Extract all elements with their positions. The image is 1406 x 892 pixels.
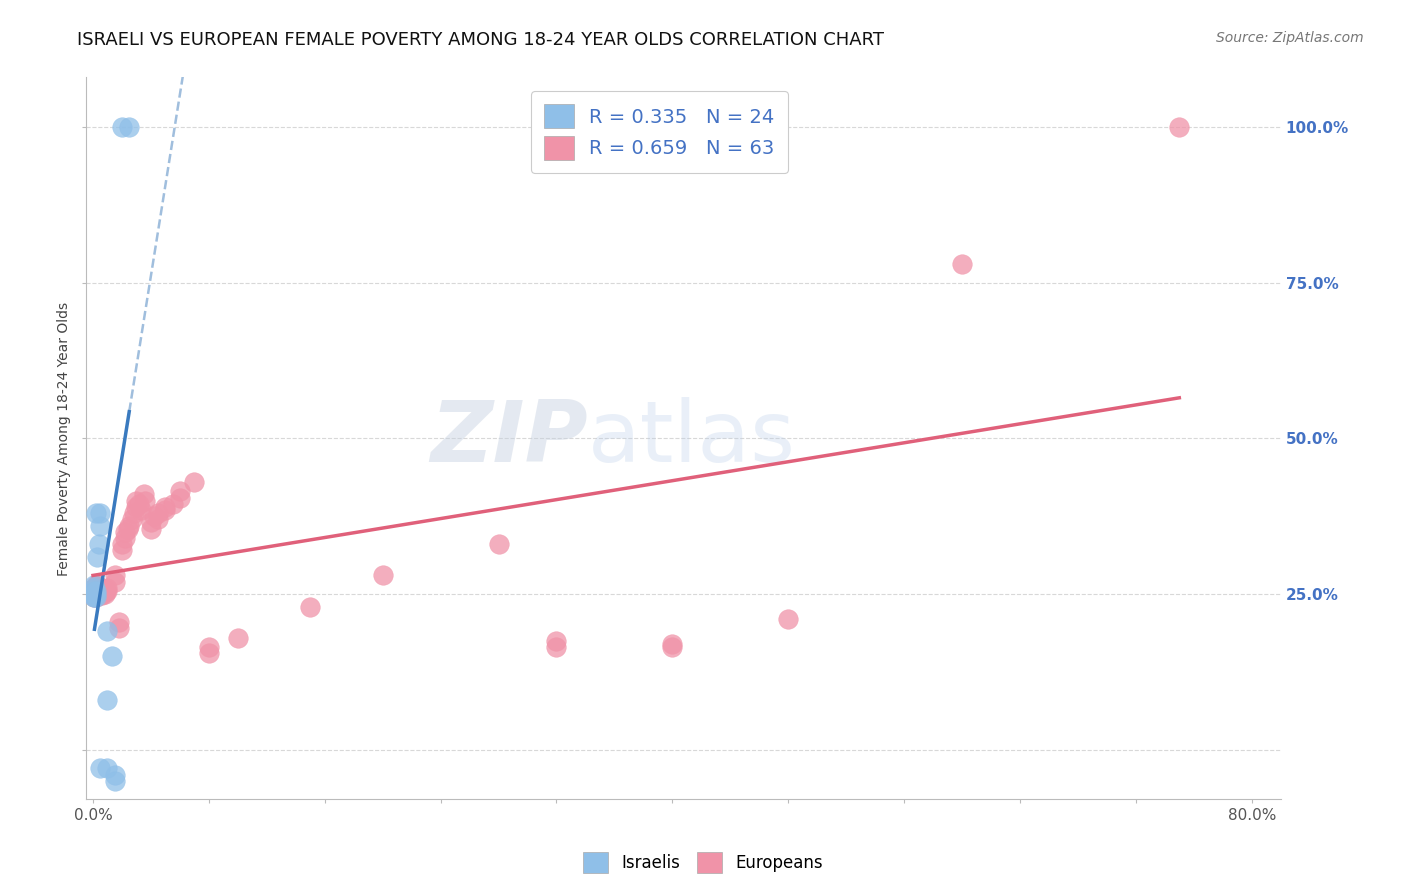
Point xyxy=(118,518,141,533)
Point xyxy=(162,497,184,511)
Legend: R = 0.335   N = 24, R = 0.659   N = 63: R = 0.335 N = 24, R = 0.659 N = 63 xyxy=(530,91,787,173)
Point xyxy=(84,590,107,604)
Point xyxy=(118,120,141,135)
Point xyxy=(86,549,108,564)
Point xyxy=(198,640,221,654)
Text: Source: ZipAtlas.com: Source: ZipAtlas.com xyxy=(1216,31,1364,45)
Point xyxy=(94,583,117,598)
Legend: Israelis, Europeans: Israelis, Europeans xyxy=(576,846,830,880)
Point xyxy=(155,503,177,517)
Point xyxy=(104,574,127,589)
Point xyxy=(114,524,136,539)
Point xyxy=(84,506,107,520)
Point xyxy=(111,543,134,558)
Point xyxy=(86,588,108,602)
Point xyxy=(134,493,156,508)
Point xyxy=(661,637,683,651)
Point xyxy=(125,500,148,514)
Point xyxy=(111,537,134,551)
Point xyxy=(125,493,148,508)
Point xyxy=(93,587,115,601)
Point xyxy=(950,257,973,271)
Point xyxy=(89,506,111,520)
Text: ISRAELI VS EUROPEAN FEMALE POVERTY AMONG 18-24 YEAR OLDS CORRELATION CHART: ISRAELI VS EUROPEAN FEMALE POVERTY AMONG… xyxy=(77,31,884,49)
Point xyxy=(83,578,105,592)
Point xyxy=(96,583,118,598)
Point xyxy=(84,583,107,598)
Point xyxy=(84,583,107,598)
Point xyxy=(371,568,394,582)
Point xyxy=(83,581,105,595)
Point xyxy=(183,475,205,489)
Point xyxy=(89,585,111,599)
Point xyxy=(488,537,510,551)
Y-axis label: Female Poverty Among 18-24 Year Olds: Female Poverty Among 18-24 Year Olds xyxy=(58,301,72,575)
Point xyxy=(132,487,155,501)
Point xyxy=(90,583,112,598)
Point xyxy=(90,588,112,602)
Point xyxy=(226,631,249,645)
Point xyxy=(84,582,107,596)
Point xyxy=(148,506,170,520)
Point xyxy=(117,522,139,536)
Point xyxy=(108,621,131,635)
Point xyxy=(155,500,177,514)
Point xyxy=(83,583,105,598)
Point xyxy=(89,518,111,533)
Point xyxy=(83,581,105,595)
Point xyxy=(546,640,568,654)
Point xyxy=(198,646,221,660)
Point xyxy=(128,497,150,511)
Point xyxy=(87,580,110,594)
Point xyxy=(142,509,165,524)
Point xyxy=(84,590,107,604)
Point xyxy=(661,640,683,654)
Point xyxy=(778,612,800,626)
Point xyxy=(87,586,110,600)
Point xyxy=(139,516,162,530)
Point xyxy=(169,484,191,499)
Point xyxy=(108,615,131,629)
Point xyxy=(83,590,105,604)
Point xyxy=(86,583,108,598)
Text: atlas: atlas xyxy=(588,397,796,480)
Point xyxy=(83,590,105,604)
Text: ZIP: ZIP xyxy=(430,397,588,480)
Point xyxy=(104,767,127,781)
Point xyxy=(1168,120,1191,135)
Point xyxy=(111,120,134,135)
Point xyxy=(89,588,111,602)
Point xyxy=(169,491,191,505)
Point xyxy=(83,587,105,601)
Point xyxy=(96,693,118,707)
Point xyxy=(83,587,105,601)
Point xyxy=(96,624,118,639)
Point xyxy=(83,590,105,604)
Point xyxy=(104,773,127,788)
Point xyxy=(84,587,107,601)
Point xyxy=(114,531,136,545)
Point xyxy=(96,761,118,775)
Point xyxy=(83,583,105,598)
Point xyxy=(299,599,322,614)
Point xyxy=(86,578,108,592)
Point xyxy=(84,581,107,595)
Point xyxy=(129,503,152,517)
Point xyxy=(91,586,114,600)
Point xyxy=(96,581,118,595)
Point xyxy=(139,522,162,536)
Point xyxy=(101,649,124,664)
Point xyxy=(122,506,145,520)
Point xyxy=(93,582,115,596)
Point xyxy=(83,587,105,601)
Point xyxy=(84,587,107,601)
Point xyxy=(84,578,107,592)
Point xyxy=(89,761,111,775)
Point xyxy=(121,512,143,526)
Point xyxy=(87,537,110,551)
Point xyxy=(104,568,127,582)
Point xyxy=(546,633,568,648)
Point xyxy=(148,512,170,526)
